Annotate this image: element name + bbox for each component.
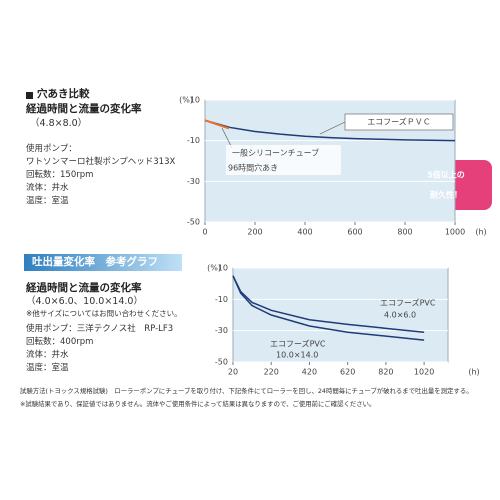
x-tick-label: 20 xyxy=(228,368,238,377)
y-tick-label: -10 xyxy=(187,136,200,145)
detail: 使用ポンプ： xyxy=(26,144,77,154)
subheading: 経過時間と流量の変化率 xyxy=(26,103,142,115)
y-tick-label: 10 xyxy=(190,96,200,105)
y-axis-label: (%) xyxy=(179,96,193,105)
detail: 回転数：400rpm xyxy=(26,337,94,347)
series-label: 一般シリコーンチューブ xyxy=(232,148,319,158)
size: （4.0×6.0、10.0×14.0） xyxy=(26,296,143,307)
series-label: 4.0×6.0 xyxy=(384,311,416,320)
series-line xyxy=(204,119,456,142)
x-tick-label: 400 xyxy=(297,228,312,237)
size: （4.8×8.0） xyxy=(30,118,88,129)
bullet xyxy=(26,92,33,99)
x-axis-label: (h) xyxy=(468,368,479,377)
y-tick-label: -50 xyxy=(215,358,228,367)
subheading: 経過時間と流量の変化率 xyxy=(26,282,142,294)
x-tick-label: 600 xyxy=(347,228,362,237)
callout-text: 耐久性！ xyxy=(430,190,462,200)
series-line xyxy=(204,119,230,130)
y-tick-label: -30 xyxy=(187,177,200,186)
y-tick-label: -50 xyxy=(187,218,200,227)
series-line xyxy=(232,275,425,333)
detail: 流体：井水 xyxy=(26,183,69,193)
x-tick-label: 420 xyxy=(302,368,317,377)
detail: 回転数：150rpm xyxy=(26,170,94,180)
series-label: エコフーズPVC xyxy=(270,339,326,349)
note: ※他サイズについてはお問い合わせください。 xyxy=(26,309,182,318)
x-tick-label: 620 xyxy=(340,368,355,377)
callout-text: 5倍以上の xyxy=(427,170,465,180)
annotation: 96時間穴あき xyxy=(228,163,278,173)
y-tick-label: -30 xyxy=(215,326,228,335)
footnote: 試験方法(トヨックス規格試験) ローラーポンプにチューブを取り付け、下記条件にて… xyxy=(20,387,473,395)
detail: 温度：室温 xyxy=(26,196,69,206)
footnote: ※試験結果であり、保証値ではありません。流体やご使用条件によって結果は異なります… xyxy=(20,400,376,408)
detail: 流体：井水 xyxy=(26,350,69,360)
y-tick-label: -10 xyxy=(215,295,228,304)
series-line xyxy=(232,275,425,341)
banner: 吐出量変化率 参考グラフ xyxy=(24,254,182,271)
x-tick-label: 820 xyxy=(378,368,393,377)
x-tick-label: 200 xyxy=(247,228,262,237)
y-tick-label: 10 xyxy=(218,264,228,273)
x-tick-label: 220 xyxy=(264,368,279,377)
series-label: 10.0×14.0 xyxy=(276,351,318,360)
plot-area xyxy=(232,267,449,363)
label-box xyxy=(344,113,454,131)
leader xyxy=(221,127,233,149)
leader xyxy=(319,121,346,135)
detail: 使用ポンプ：三洋テクノス社 RP-LF3 xyxy=(26,324,174,334)
x-tick-label: 800 xyxy=(397,228,412,237)
x-tick-label: 0 xyxy=(202,228,207,237)
series-label: エコフーズＰＶＣ xyxy=(367,117,431,127)
x-tick-label: 1000 xyxy=(445,228,465,237)
x-tick-label: 1020 xyxy=(414,368,434,377)
label-box xyxy=(226,145,341,175)
heading: 穴あき比較 xyxy=(37,88,90,100)
detail: 温度：室温 xyxy=(26,363,69,373)
detail: ワトソンマーロ社製ポンプヘッド313X xyxy=(26,157,176,167)
x-axis-label: (h) xyxy=(475,228,486,237)
y-axis-label: (%) xyxy=(207,264,221,273)
series-label: エコフーズPVC xyxy=(380,298,436,308)
